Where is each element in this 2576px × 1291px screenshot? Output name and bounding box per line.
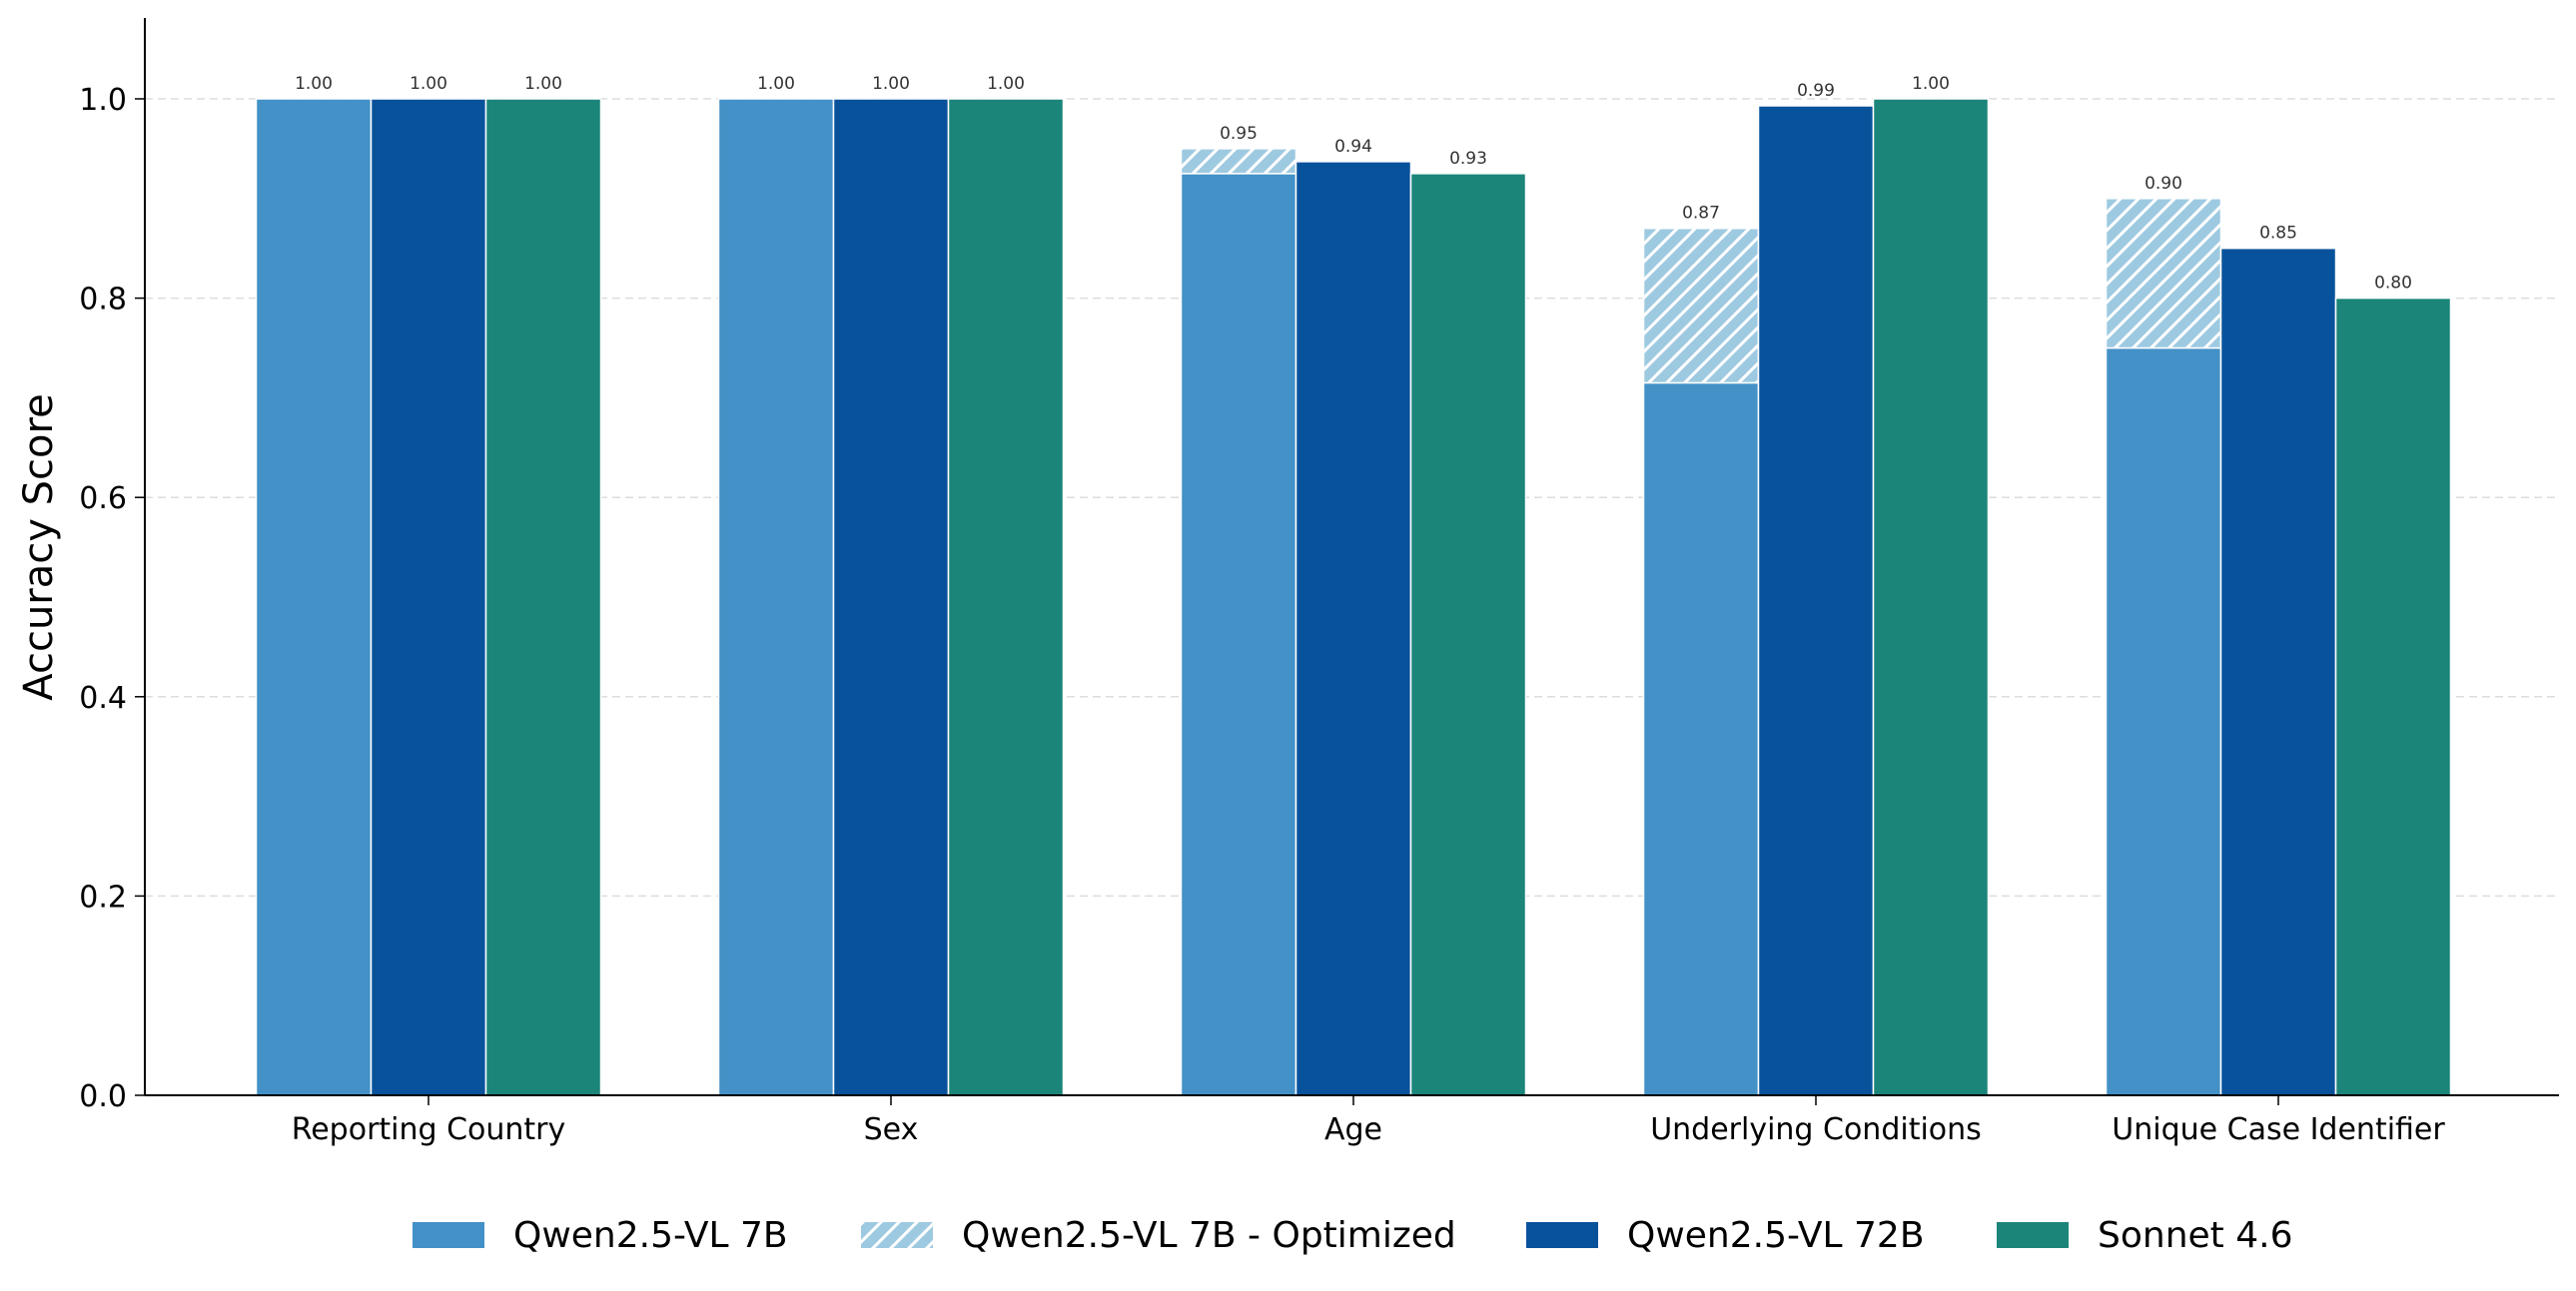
data-label: 0.95 <box>1220 124 1258 144</box>
y-tick-label: 0.0 <box>79 1079 127 1114</box>
bar-sonnet <box>1409 173 1527 1096</box>
data-label: 0.93 <box>1449 149 1487 169</box>
bar-qwen-72b <box>1294 161 1412 1096</box>
bar-qwen-72b <box>370 98 487 1096</box>
data-label: 0.94 <box>1334 137 1372 157</box>
bar-sonnet <box>947 98 1065 1096</box>
bars <box>255 98 2452 1096</box>
data-label: 0.85 <box>2259 224 2297 244</box>
legend-label: Qwen2.5-VL 72B <box>1627 1215 1925 1256</box>
x-tick-label: Sex <box>864 1112 919 1147</box>
bar-sonnet <box>1872 98 1990 1096</box>
bar-qwen-7b <box>255 98 373 1096</box>
x-tick-label: Reporting Country <box>292 1112 566 1147</box>
y-tick-label: 0.2 <box>79 880 127 915</box>
y-tick-label: 0.8 <box>79 283 127 318</box>
data-label: 1.00 <box>295 74 333 94</box>
data-label: 0.90 <box>2145 174 2182 194</box>
bar-qwen-7b <box>2105 346 2222 1096</box>
bar-qwen-7b-optimized <box>2105 198 2222 349</box>
bar-qwen-7b-optimized <box>1642 227 1760 384</box>
data-label: 0.87 <box>1682 204 1720 224</box>
data-label: 1.00 <box>757 74 795 94</box>
legend-swatch <box>413 1222 484 1248</box>
bar-qwen-7b <box>1642 381 1760 1096</box>
legend-swatch <box>1997 1222 2069 1248</box>
x-tick-label: Unique Case Identifier <box>2112 1112 2445 1147</box>
data-label: 1.00 <box>410 74 447 94</box>
bar-qwen-7b <box>717 98 835 1096</box>
bar-qwen-72b <box>2219 247 2337 1096</box>
x-tick-label: Age <box>1324 1112 1382 1147</box>
legend: Qwen2.5-VL 7B Qwen2.5-VL 7B - Optimized Qw… <box>413 1215 2292 1256</box>
data-label: 1.00 <box>524 74 562 94</box>
bar-qwen-7b-optimized <box>1180 148 1297 175</box>
bar-qwen-7b <box>1180 173 1297 1096</box>
y-axis-title: Accuracy Score <box>16 393 62 700</box>
axes: 0.0 0.2 0.4 0.6 0.8 1.0 Reporting Country Sex Ag… <box>79 18 2559 1147</box>
data-label: 1.00 <box>1912 74 1950 94</box>
bar-sonnet <box>484 98 602 1096</box>
bar-sonnet <box>2334 297 2452 1096</box>
data-labels: 1.00 1.00 1.00 1.00 1.00 1.00 0.95 0.94 0.93 0.87… <box>295 74 2412 294</box>
legend-label: Sonnet 4.6 <box>2098 1215 2292 1256</box>
x-tick-label: Underlying Conditions <box>1650 1112 1982 1147</box>
bar-qwen-72b <box>1757 105 1875 1096</box>
data-label: 0.99 <box>1797 81 1835 101</box>
bar-qwen-72b <box>832 98 950 1096</box>
data-label: 1.00 <box>872 74 910 94</box>
y-tick-label: 1.0 <box>79 83 127 118</box>
data-label: 0.80 <box>2374 274 2412 294</box>
legend-swatch <box>861 1222 933 1248</box>
legend-label: Qwen2.5-VL 7B - Optimized <box>962 1215 1456 1256</box>
data-label: 1.00 <box>987 74 1025 94</box>
legend-swatch <box>1526 1222 1598 1248</box>
y-tick-label: 0.4 <box>79 681 127 716</box>
legend-label: Qwen2.5-VL 7B <box>513 1215 788 1256</box>
y-tick-label: 0.6 <box>79 481 127 516</box>
